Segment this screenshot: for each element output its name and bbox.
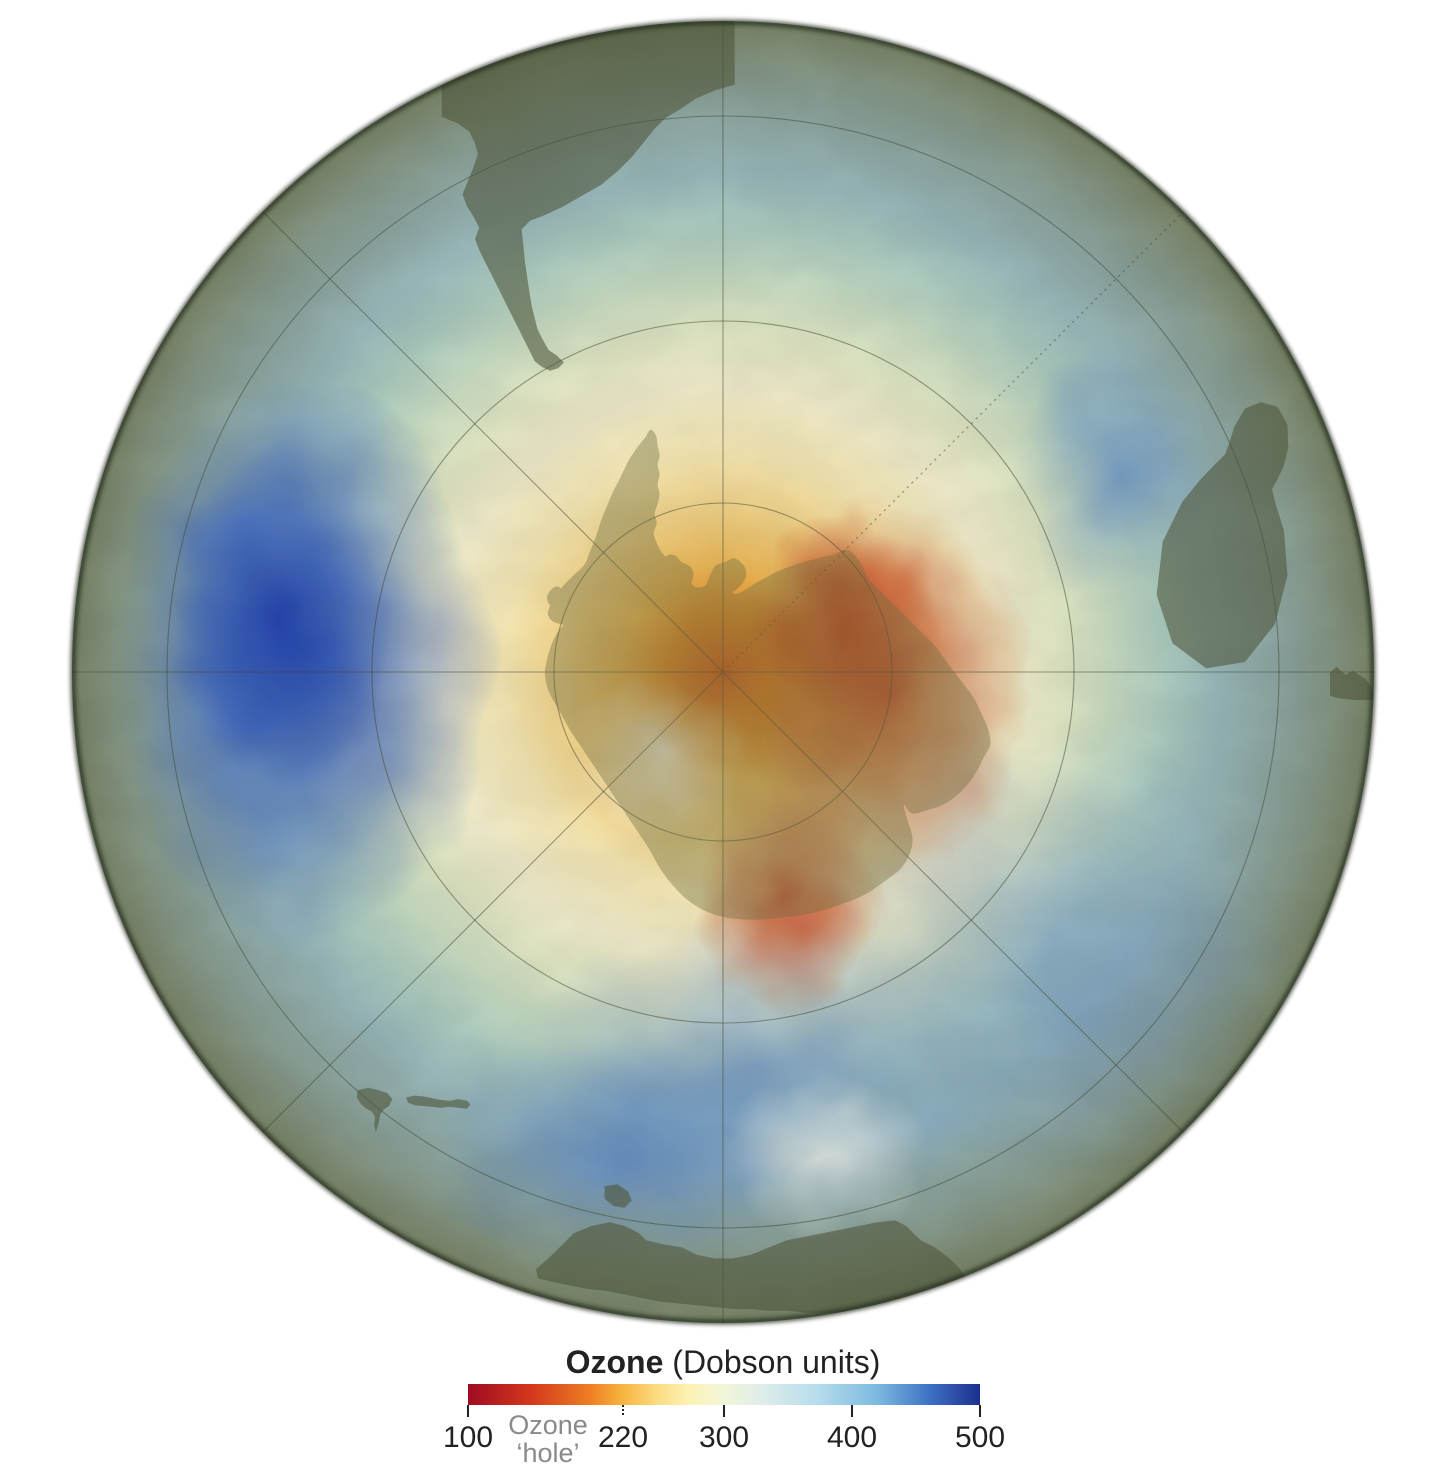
svg-text:100: 100 — [443, 1421, 493, 1454]
svg-text:‘hole’: ‘hole’ — [516, 1438, 579, 1468]
svg-text:300: 300 — [699, 1421, 749, 1454]
svg-text:Ozone: Ozone — [508, 1410, 588, 1440]
svg-text:400: 400 — [827, 1421, 877, 1454]
svg-text:Ozone (Dobson units): Ozone (Dobson units) — [566, 1344, 881, 1380]
svg-text:500: 500 — [955, 1421, 1005, 1454]
svg-text:220: 220 — [598, 1421, 648, 1454]
